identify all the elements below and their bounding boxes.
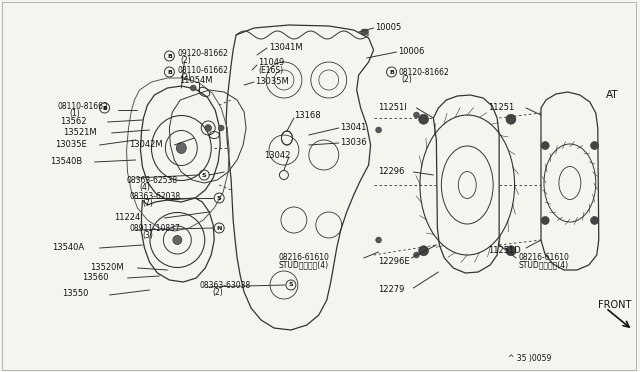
Ellipse shape [173, 235, 182, 244]
Text: S: S [289, 282, 293, 288]
Text: 13035M: 13035M [255, 77, 289, 86]
Text: 08363-62538: 08363-62538 [127, 176, 178, 185]
Text: 13041: 13041 [340, 122, 366, 131]
Circle shape [376, 237, 381, 243]
Text: 12296: 12296 [379, 167, 405, 176]
Circle shape [413, 252, 419, 258]
Text: 13560: 13560 [82, 273, 108, 282]
Text: (1): (1) [70, 109, 81, 118]
Text: 13036: 13036 [340, 138, 366, 147]
Text: 08216-61610: 08216-61610 [518, 253, 569, 263]
Text: 11224: 11224 [115, 212, 141, 221]
Text: (2): (2) [212, 288, 223, 296]
Text: (3): (3) [143, 231, 154, 240]
Text: (2): (2) [401, 74, 412, 83]
Text: AT: AT [605, 90, 618, 100]
Text: (E16S): (E16S) [258, 65, 283, 74]
Text: S: S [217, 196, 221, 201]
Circle shape [541, 217, 549, 224]
Text: 10005: 10005 [374, 22, 401, 32]
Circle shape [361, 29, 367, 35]
Text: 08911-10837: 08911-10837 [129, 224, 180, 232]
Circle shape [506, 114, 516, 124]
Circle shape [205, 125, 212, 131]
Text: 08216-61610: 08216-61610 [279, 253, 330, 263]
Text: 13168: 13168 [294, 110, 321, 119]
Text: 13550: 13550 [62, 289, 88, 298]
Text: 08363-63038: 08363-63038 [199, 280, 250, 289]
Text: 13520M: 13520M [90, 263, 124, 272]
Text: 13540A: 13540A [52, 243, 84, 251]
Text: 11049: 11049 [258, 58, 284, 67]
Circle shape [591, 141, 598, 150]
Text: ^ 35 )0059: ^ 35 )0059 [508, 353, 552, 362]
Text: 11251D: 11251D [488, 246, 521, 254]
Text: 13042: 13042 [264, 151, 291, 160]
Circle shape [419, 114, 429, 124]
Text: 09120-81662: 09120-81662 [177, 48, 228, 58]
Text: 08110-81662: 08110-81662 [58, 102, 109, 110]
Text: 08363-62038: 08363-62038 [129, 192, 180, 201]
Ellipse shape [177, 142, 186, 154]
Text: B: B [167, 54, 172, 58]
Text: 13562: 13562 [60, 116, 86, 125]
Text: S: S [202, 173, 207, 177]
Text: B: B [167, 70, 172, 74]
Text: 13042M: 13042M [129, 140, 163, 148]
Text: (2): (2) [180, 55, 191, 64]
Text: 11251I: 11251I [379, 103, 407, 112]
Text: (4): (4) [140, 183, 150, 192]
Text: 13521M: 13521M [63, 128, 97, 137]
Text: STUDスタッド(4): STUDスタッド(4) [279, 260, 329, 269]
Text: B: B [102, 106, 107, 110]
Text: 11054M: 11054M [179, 76, 213, 84]
Circle shape [363, 29, 369, 35]
Text: (7): (7) [143, 199, 154, 208]
Text: (2): (2) [180, 73, 191, 81]
Text: N: N [216, 225, 222, 231]
Circle shape [218, 125, 224, 131]
Text: 08110-61662: 08110-61662 [177, 65, 228, 74]
Circle shape [376, 127, 381, 133]
Circle shape [413, 112, 419, 118]
Text: 12296E: 12296E [379, 257, 410, 266]
Text: 11251: 11251 [488, 103, 515, 112]
Text: 12279: 12279 [379, 285, 405, 295]
Text: 13035E: 13035E [55, 140, 86, 148]
Circle shape [506, 246, 516, 256]
Text: 10006: 10006 [399, 46, 425, 55]
Circle shape [419, 246, 429, 256]
Circle shape [541, 141, 549, 150]
Text: B: B [389, 70, 394, 74]
Circle shape [190, 85, 196, 91]
Text: 13540B: 13540B [50, 157, 82, 166]
Text: STUDスタッド(4): STUDスタッド(4) [518, 260, 568, 269]
Text: FRONT: FRONT [598, 300, 631, 310]
Circle shape [591, 217, 598, 224]
Text: 08120-81662: 08120-81662 [399, 67, 449, 77]
Text: 13041M: 13041M [269, 42, 303, 51]
